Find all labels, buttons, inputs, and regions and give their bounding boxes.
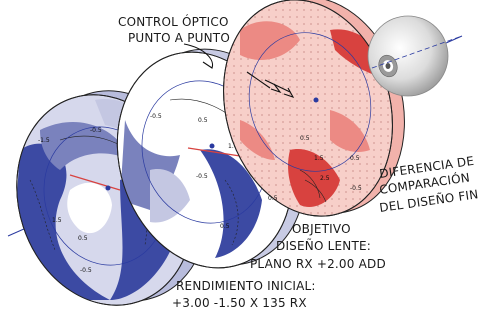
svg-text:0.5: 0.5 bbox=[350, 155, 360, 162]
label-initial: RENDIMIENTO INICIAL: +3.00 -1.50 X 135 R… bbox=[172, 279, 316, 310]
label-target: OBJETIVO DISEÑO LENTE: PLANO RX +2.00 AD… bbox=[250, 222, 386, 271]
svg-text:PLANO RX +2.00 ADD: PLANO RX +2.00 ADD bbox=[250, 257, 386, 271]
label-optical-control: CONTROL ÓPTICO PUNTO A PUNTO bbox=[118, 14, 230, 45]
comparison-lens: 0.5 1.5 2.5 0.5 0.5 -0.5 bbox=[220, 0, 405, 230]
svg-text:-0.5: -0.5 bbox=[90, 127, 102, 134]
initial-lens: -1.5 -0.5 0.5 -0.5 1.5 bbox=[10, 90, 209, 306]
svg-text:1.0: 1.0 bbox=[228, 143, 238, 150]
svg-text:0.5: 0.5 bbox=[78, 235, 88, 242]
svg-text:-1.5: -1.5 bbox=[38, 137, 50, 144]
eye-icon bbox=[367, 15, 463, 97]
svg-text:RENDIMIENTO INICIAL:: RENDIMIENTO INICIAL: bbox=[176, 279, 316, 293]
svg-text:1.5: 1.5 bbox=[314, 155, 324, 162]
svg-text:-0.5: -0.5 bbox=[350, 185, 362, 192]
svg-text:0.5: 0.5 bbox=[198, 117, 208, 124]
svg-text:-0.5: -0.5 bbox=[196, 173, 208, 180]
svg-text:OBJETIVO: OBJETIVO bbox=[292, 222, 351, 236]
svg-text:0.5: 0.5 bbox=[268, 195, 278, 202]
arrow-icon bbox=[183, 43, 295, 98]
lens-center-point bbox=[105, 185, 111, 191]
svg-text:2.5: 2.5 bbox=[320, 175, 330, 182]
svg-text:+3.00 -1.50 X 135 RX: +3.00 -1.50 X 135 RX bbox=[172, 296, 307, 310]
svg-text:DISEÑO LENTE:: DISEÑO LENTE: bbox=[276, 238, 371, 253]
svg-text:0.5: 0.5 bbox=[300, 135, 310, 142]
lens-center-point bbox=[209, 143, 215, 149]
svg-text:CONTROL ÓPTICO: CONTROL ÓPTICO bbox=[118, 14, 229, 29]
svg-text:0.5: 0.5 bbox=[220, 223, 230, 230]
svg-text:1.5: 1.5 bbox=[52, 217, 62, 224]
svg-text:-0.5: -0.5 bbox=[150, 113, 162, 120]
svg-text:PUNTO A PUNTO: PUNTO A PUNTO bbox=[128, 31, 230, 45]
lens-center-point bbox=[313, 97, 319, 103]
svg-text:-0.5: -0.5 bbox=[80, 267, 92, 274]
